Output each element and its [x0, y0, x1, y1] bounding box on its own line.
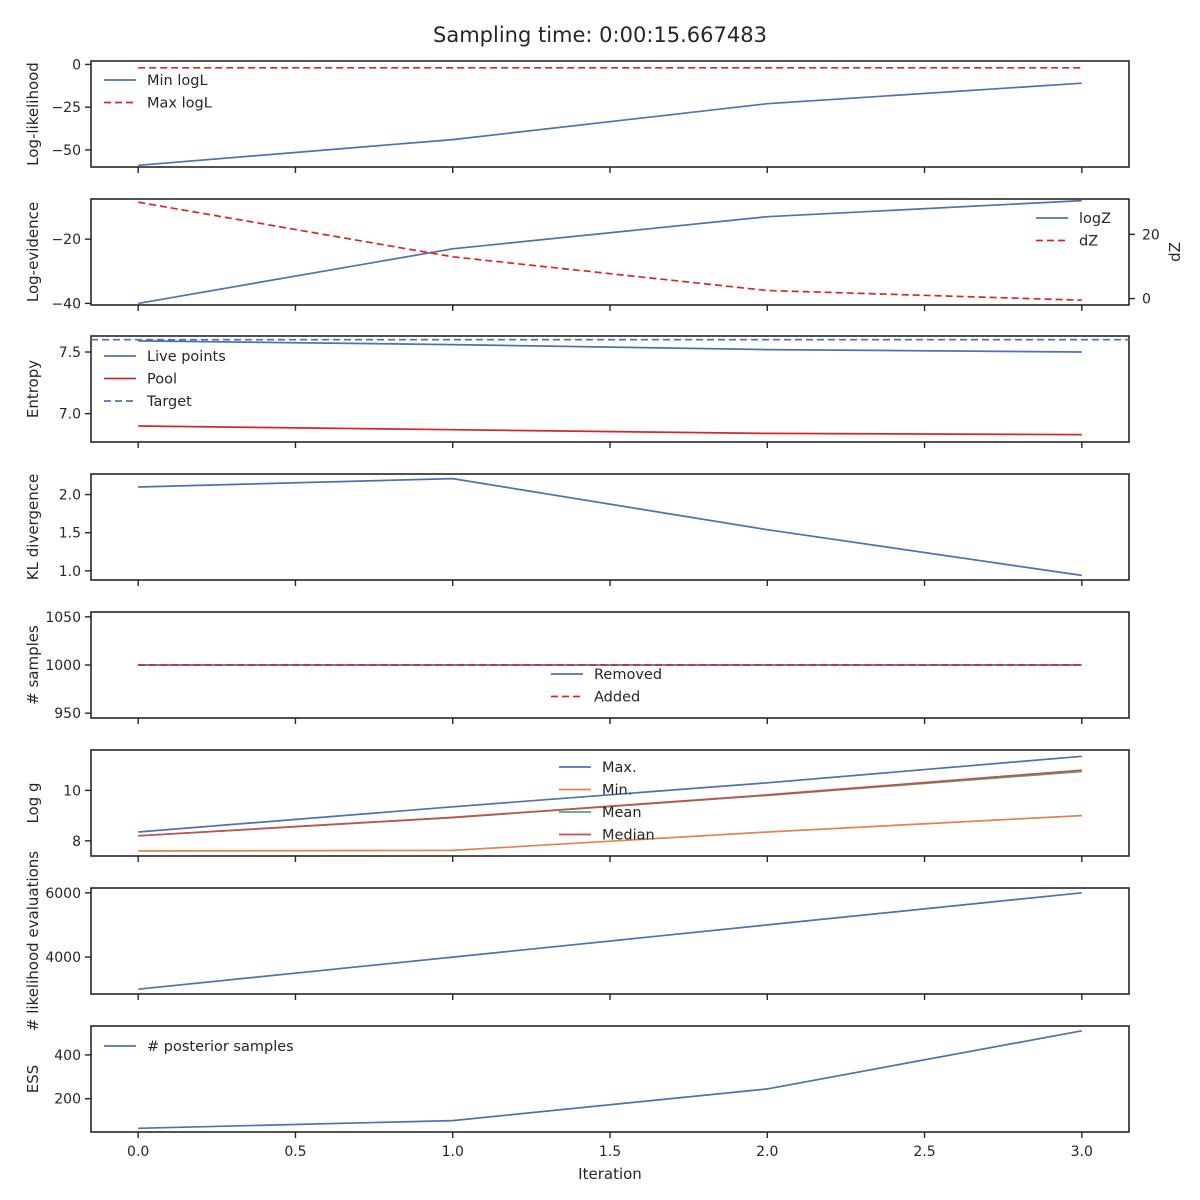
panel-1: 0 −25 −50 Log-likelihood Min logL Max logL — [24, 57, 1130, 173]
x-tick-label: 1.0 — [442, 1144, 464, 1160]
y-tick-label: −50 — [51, 143, 81, 159]
legend-label: Max logL — [147, 96, 212, 112]
x-axis-label: Iteration — [578, 1165, 642, 1183]
axes-frame — [90, 198, 1130, 306]
legend-label: Pool — [147, 372, 177, 388]
y-tick-label: −40 — [51, 296, 81, 312]
legend-label: logZ — [1079, 211, 1111, 227]
x-tick-label: 0.5 — [284, 1144, 306, 1160]
legend: Live points Pool Target — [104, 349, 226, 410]
series-dz — [138, 201, 1082, 302]
panel-4: 2.0 1.5 1.0 KL divergence — [24, 473, 1130, 586]
x-tick-label: 1.5 — [599, 1144, 621, 1160]
series-posterior-samples — [138, 1029, 1082, 1130]
y-tick-label: 1000 — [45, 658, 81, 674]
y-tick-label: 1.5 — [59, 526, 81, 542]
x-tick-label: 2.0 — [756, 1144, 778, 1160]
legend-label: Max. — [602, 760, 637, 776]
y-tick-label: 6000 — [45, 886, 81, 902]
legend-label: Mean — [602, 805, 642, 821]
y-axis-label: # likelihood evaluations — [24, 851, 42, 1031]
panel-7: 6000 4000# likelihood evaluations — [24, 851, 1130, 1031]
y-tick-label: 200 — [54, 1092, 81, 1108]
legend: # posterior samples — [104, 1039, 294, 1055]
y-tick-label: −25 — [51, 100, 81, 116]
y-tick-label-right: 0 — [1142, 292, 1151, 308]
y-tick-label: 1.0 — [59, 564, 81, 580]
figure-title: Sampling time: 0:00:15.667483 — [433, 23, 767, 47]
y-tick-label: 8 — [72, 834, 81, 850]
panel-2: −20 −40 Log-evidence 20 0 dZ logZ dZ — [24, 198, 1184, 312]
panel-8: 400 200 ESS # posterior samples 0.0 0.5 1.0 1.5… — [24, 1025, 1130, 1183]
legend: Max. Min. Mean Median — [559, 760, 655, 844]
series-max — [138, 755, 1082, 833]
legend-label: Added — [594, 690, 640, 706]
y-tick-label-right: 20 — [1142, 227, 1160, 243]
legend: Removed Added — [551, 667, 662, 706]
legend-label: # posterior samples — [147, 1039, 294, 1055]
legend-label: Min logL — [147, 73, 208, 89]
axes-frame — [90, 473, 1130, 581]
y-tick-label: 4000 — [45, 950, 81, 966]
series-logz — [138, 199, 1082, 305]
series-min — [138, 814, 1082, 852]
panel-3: 7.5 7.0 Entropy Live points Pool Target — [24, 335, 1130, 448]
y-tick-label: 7.0 — [59, 407, 81, 423]
panel-5: 1050 1000 950 # samples Removed Added — [24, 610, 1130, 724]
y-tick-label: 10 — [63, 783, 81, 799]
y-tick-label: −20 — [51, 232, 81, 248]
series-min-logl — [138, 82, 1082, 167]
series-pool — [138, 425, 1082, 436]
series-live-points — [138, 340, 1082, 353]
y-axis-label: ESS — [24, 1065, 42, 1094]
series-line — [138, 891, 1082, 991]
y-axis-label: KL divergence — [24, 474, 42, 580]
legend-label: Min. — [602, 783, 632, 799]
legend: logZ dZ — [1036, 211, 1111, 250]
legend-label: Median — [602, 828, 655, 844]
y-tick-label: 7.5 — [59, 345, 81, 361]
y-axis-label-right: dZ — [1166, 242, 1184, 262]
legend-label: dZ — [1079, 234, 1098, 250]
legend-label: Live points — [147, 349, 226, 365]
y-axis-label: # samples — [24, 625, 42, 705]
legend-label: Target — [146, 394, 192, 410]
y-axis-label: Log-evidence — [24, 202, 42, 302]
y-axis-label: Log-likelihood — [24, 62, 42, 166]
y-tick-label: 2.0 — [59, 488, 81, 504]
series-median — [138, 769, 1082, 837]
panel-6: 10 8 Log g Max. Min. Mean Median — [24, 749, 1130, 862]
x-tick-label: 2.5 — [913, 1144, 935, 1160]
y-tick-label: 400 — [54, 1048, 81, 1064]
legend: Min logL Max logL — [104, 73, 212, 112]
y-tick-label: 950 — [54, 706, 81, 722]
y-tick-label: 0 — [72, 57, 81, 73]
x-tick-label: 0.0 — [127, 1144, 149, 1160]
series-line — [138, 477, 1082, 577]
y-axis-label: Entropy — [24, 360, 42, 418]
x-tick-label: 3.0 — [1071, 1144, 1093, 1160]
legend-label: Removed — [594, 667, 662, 683]
axes-frame — [90, 60, 1130, 168]
y-tick-label: 1050 — [45, 610, 81, 626]
y-axis-label: Log g — [24, 782, 42, 823]
